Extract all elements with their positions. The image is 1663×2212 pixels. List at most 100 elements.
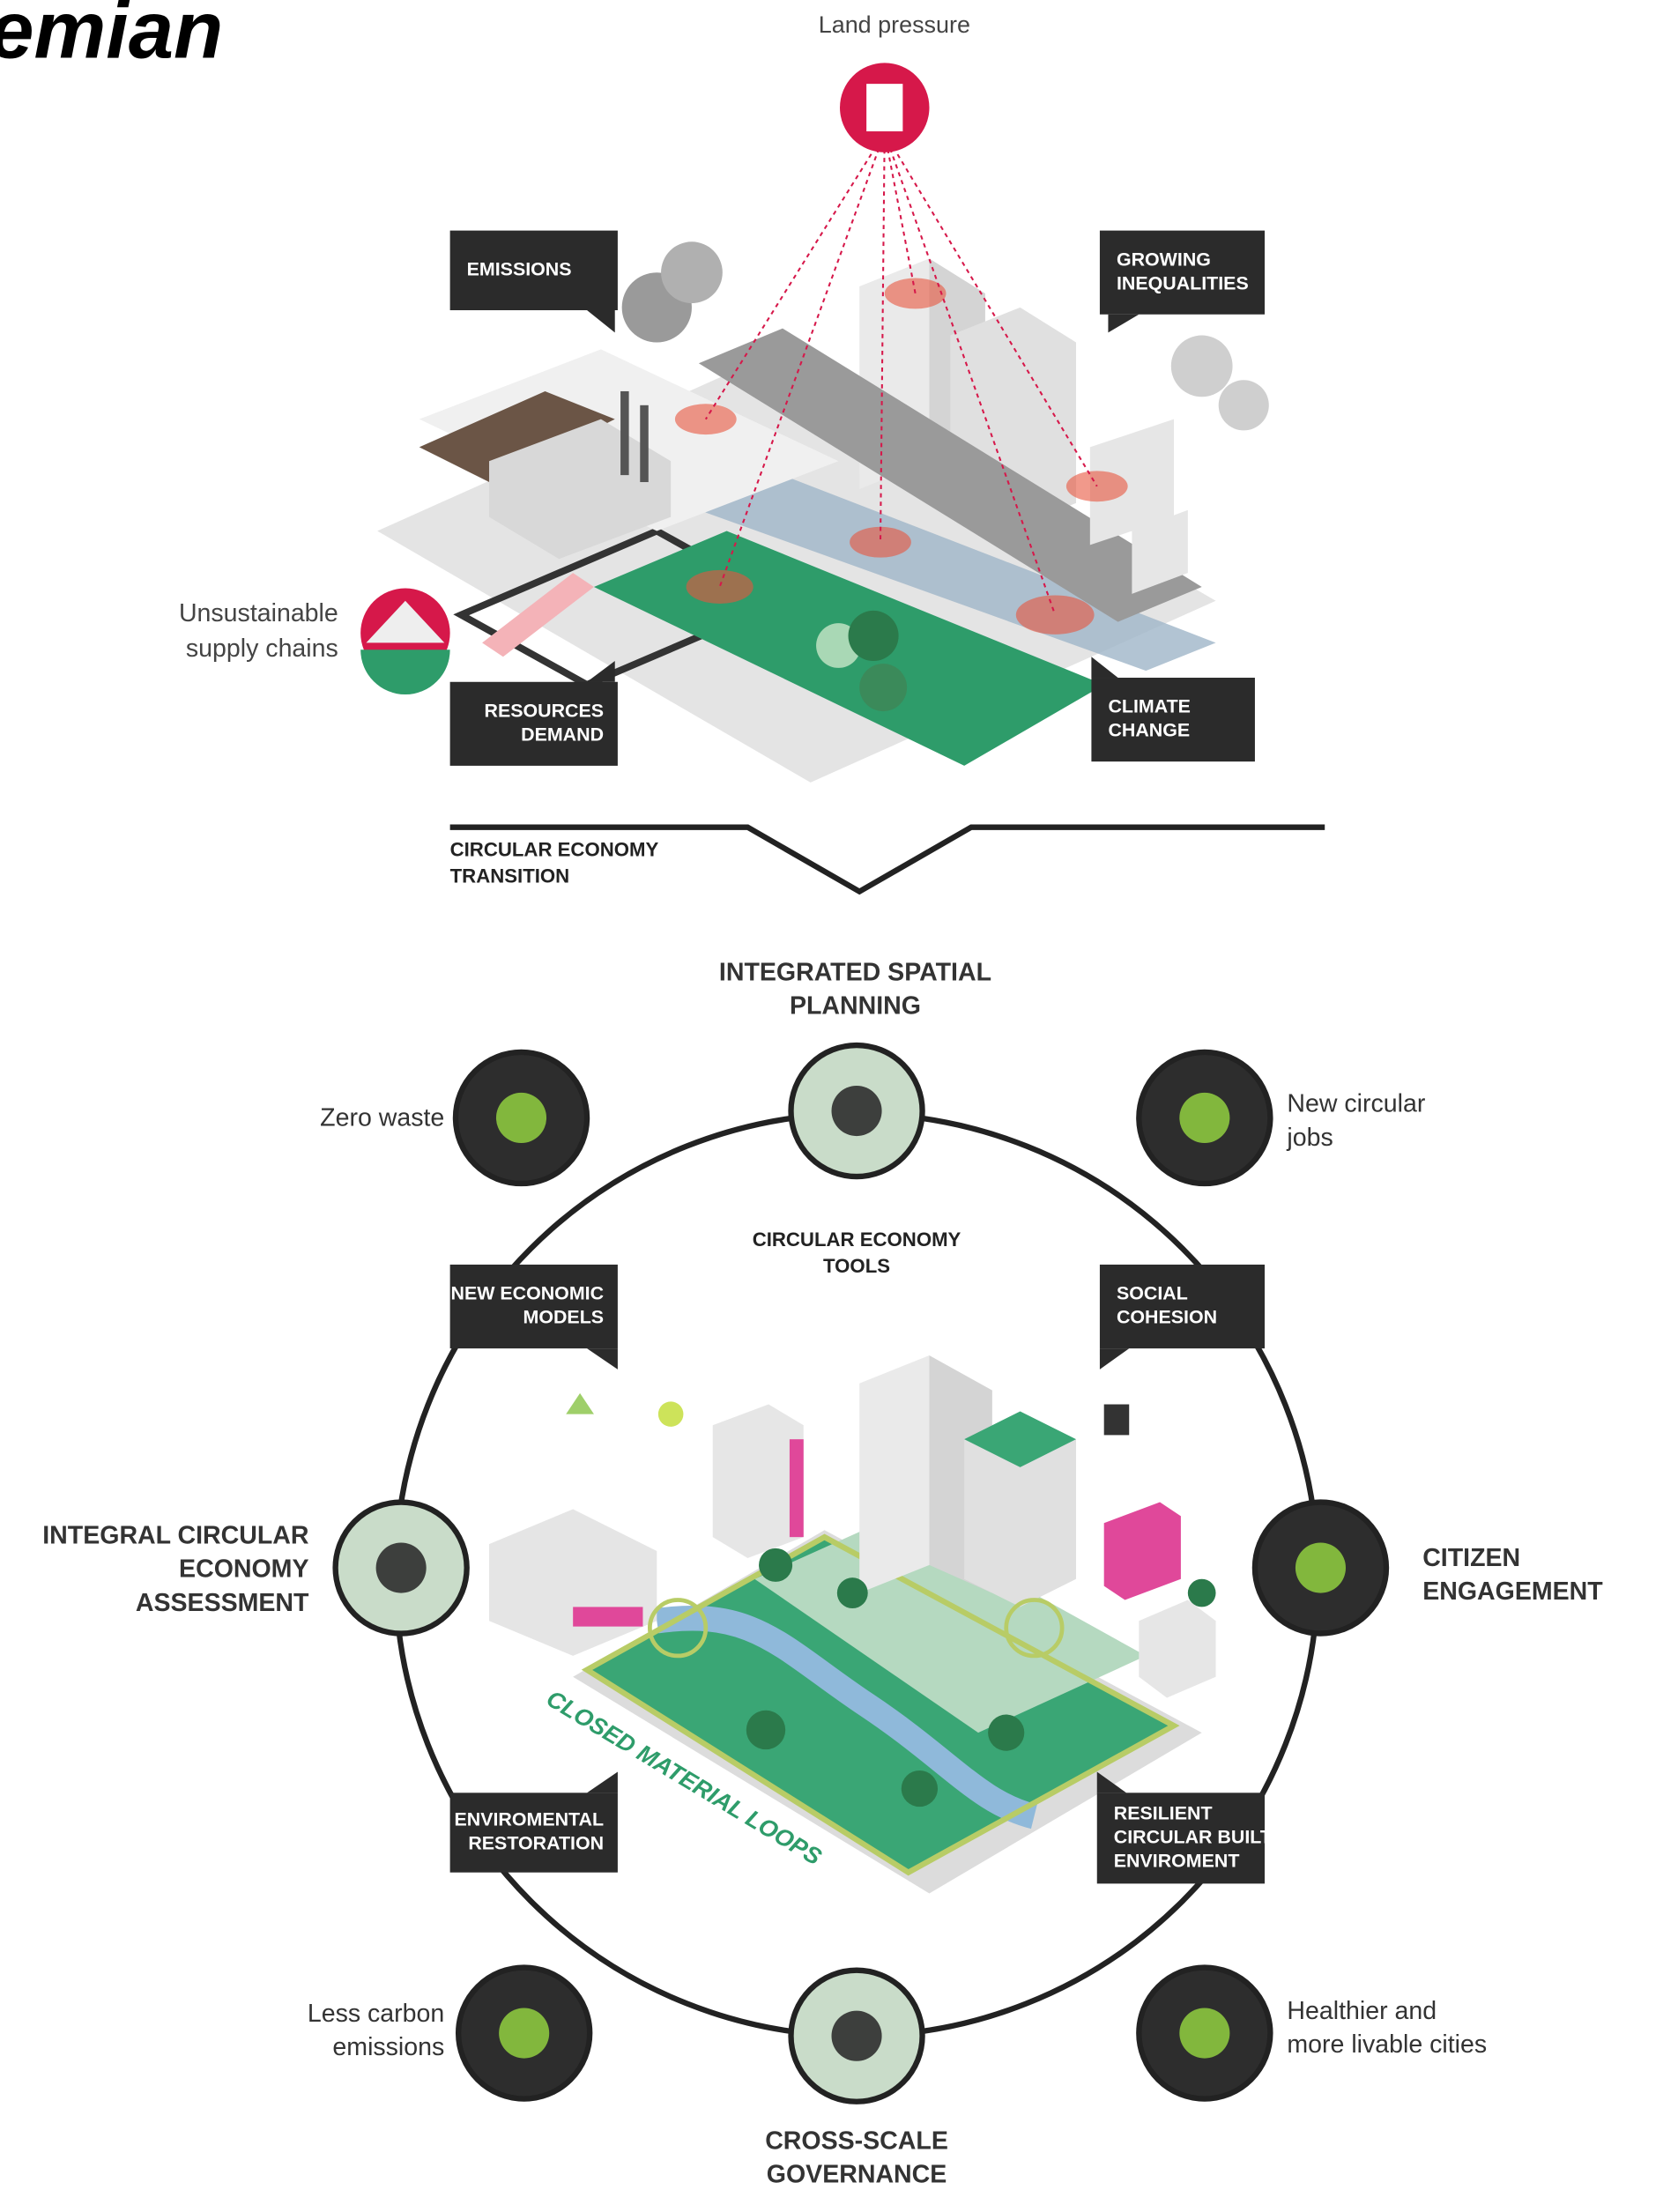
pillar-label: PLANNING [790, 992, 921, 1021]
center-label: CIRCULAR ECONOMY [753, 1228, 961, 1251]
houses [1132, 509, 1188, 594]
cloud [1170, 335, 1233, 397]
icon-glyph [831, 1086, 882, 1137]
pillar-label: CITIZEN [1422, 1544, 1520, 1572]
box [1099, 1264, 1266, 1349]
icon-glyph [375, 1542, 427, 1593]
transition-label: TRANSITION [450, 865, 570, 887]
benefit-label: Less carbon [308, 2000, 444, 2028]
box-label: RESILIENT [1114, 1803, 1213, 1824]
heap [419, 390, 615, 483]
label-box: EMISSIONS [449, 230, 618, 333]
cloud [1218, 380, 1269, 431]
land-pressure-label: Land pressure [819, 11, 970, 38]
building [712, 1404, 804, 1558]
icon-glyph [1179, 1092, 1230, 1144]
box-tail [1096, 1771, 1127, 1793]
label-box: SOCIAL COHESION [1099, 1264, 1266, 1370]
box-label: CHANGE [1108, 720, 1190, 741]
pressure-lines [704, 132, 1098, 616]
chimney [640, 405, 649, 483]
pillar-label: INTEGRAL CIRCULAR [42, 1522, 309, 1550]
loop-arrow [647, 1598, 709, 1659]
box-label: ENVIROMENTAL [455, 1809, 605, 1830]
box-label: CLIMATE [1108, 696, 1190, 717]
icon-glyph [499, 2008, 550, 2059]
box-label: DEMAND [521, 724, 604, 745]
box-tail [587, 1771, 618, 1793]
box-tail [1099, 1348, 1130, 1370]
building [859, 1355, 930, 1593]
box-label: GROWING [1117, 249, 1211, 270]
box [449, 1793, 618, 1873]
supply-flow [482, 573, 594, 657]
box [449, 230, 618, 311]
pillar-label: ENGAGEMENT [1422, 1577, 1603, 1606]
accent [573, 1607, 643, 1627]
label-box: NEW ECONOMIC MODELS [449, 1264, 618, 1370]
factory [489, 1509, 657, 1656]
tree [848, 610, 899, 661]
icon-glyph [1295, 1542, 1346, 1593]
recycle-icon [566, 1392, 594, 1414]
pillar-label: ASSESSMENT [136, 1589, 309, 1617]
benefit-label: Healthier and [1287, 1997, 1437, 2025]
houses [1089, 419, 1174, 546]
benefit-label: New circular [1287, 1090, 1425, 1118]
label-box: CLIMATE CHANGE [1091, 657, 1255, 762]
benefit-label: emissions [332, 2033, 444, 2061]
road [698, 328, 1202, 622]
box-label: INEQUALITIES [1117, 272, 1249, 293]
box-label: ENVIROMENT [1114, 1850, 1240, 1871]
house [1139, 1600, 1216, 1698]
icon-glyph [1179, 2008, 1230, 2059]
pillar-label: CROSS-SCALE [765, 2127, 948, 2155]
icon-glyph [831, 2010, 882, 2061]
accent [789, 1439, 804, 1538]
box-label: COHESION [1117, 1307, 1217, 1328]
park [754, 1516, 1147, 1733]
benefit-label: more livable cities [1287, 2030, 1487, 2059]
bottom-illustration [392, 1110, 1321, 2039]
benefit-label: jobs [1286, 1124, 1333, 1152]
river [655, 1605, 1038, 1830]
loop-path [581, 1533, 1180, 1876]
center-label: TOOLS [823, 1255, 890, 1277]
box-label: NEW ECONOMIC [451, 1283, 605, 1304]
box [1091, 678, 1255, 762]
box [449, 1264, 618, 1349]
benefit-label: Zero waste [320, 1104, 444, 1132]
trees [746, 1548, 1216, 1807]
box [1096, 1793, 1266, 1884]
box-tail [1091, 657, 1118, 679]
transition-label: CIRCULAR ECONOMY [450, 838, 659, 860]
house [1103, 1502, 1181, 1600]
bulb-icon [657, 1401, 684, 1427]
icon-building [866, 84, 903, 132]
page-title: emian [0, 0, 223, 76]
label-box: ENVIROMENTAL RESTORATION [449, 1771, 618, 1873]
pillar-label: INTEGRATED SPATIAL [719, 959, 991, 987]
box [1099, 230, 1266, 315]
bin-icon [1103, 1404, 1130, 1436]
box-tail [587, 310, 615, 333]
tree [859, 664, 908, 712]
icon-ground [360, 649, 450, 695]
building [964, 1411, 1076, 1607]
icon-glyph [495, 1092, 547, 1144]
top-illustration [360, 63, 1325, 895]
box [449, 681, 618, 766]
box-label: CIRCULAR BUILT [1114, 1827, 1272, 1848]
box-label: SOCIAL [1117, 1283, 1188, 1304]
box-tail [587, 1348, 618, 1370]
box-tail [1108, 314, 1140, 333]
box-label: RESOURCES [485, 701, 605, 722]
box-label: RESTORATION [468, 1833, 604, 1854]
smoke [661, 241, 723, 304]
transition-brace [449, 824, 1325, 895]
